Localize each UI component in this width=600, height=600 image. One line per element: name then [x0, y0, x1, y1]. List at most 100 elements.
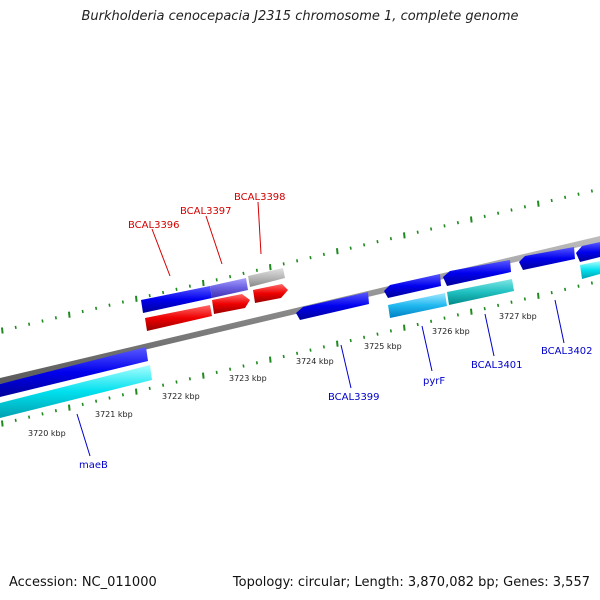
minor-tick — [282, 354, 285, 359]
minor-tick — [363, 335, 366, 339]
minor-tick — [108, 303, 111, 307]
minor-tick — [229, 274, 232, 279]
major-tick — [537, 200, 540, 207]
minor-tick — [550, 198, 553, 203]
gene-maeB[interactable] — [0, 365, 152, 418]
minor-tick — [497, 211, 500, 215]
cds-BCAL3396[interactable] — [141, 286, 212, 313]
label-pyrF: pyrF — [423, 376, 445, 387]
minor-tick — [162, 290, 165, 295]
minor-tick — [590, 281, 593, 285]
gene-pyrF[interactable] — [388, 293, 447, 318]
major-tick — [1, 420, 4, 427]
minor-tick — [229, 367, 232, 371]
minor-tick — [550, 290, 553, 295]
reverse-strand-features — [0, 242, 600, 418]
scale-label: 3724 kbp — [296, 357, 334, 366]
leader-BCAL3397 — [205, 215, 223, 265]
minor-tick — [175, 287, 178, 291]
outer-tick-marks — [1, 189, 593, 334]
major-tick — [269, 356, 272, 363]
minor-tick — [81, 309, 84, 314]
accession-text: Accession: NC_011000 — [9, 575, 157, 590]
cds-BCAL3397[interactable] — [210, 278, 248, 298]
minor-tick — [456, 313, 459, 317]
minor-tick — [456, 221, 459, 225]
minor-tick — [296, 259, 299, 263]
cds-BCAL3398[interactable] — [248, 268, 285, 287]
minor-tick — [590, 189, 593, 193]
minor-tick — [430, 319, 433, 323]
major-tick — [1, 327, 4, 334]
major-tick — [68, 311, 71, 318]
major-tick — [202, 372, 205, 379]
minor-tick — [41, 319, 44, 323]
minor-tick — [148, 293, 151, 298]
leader-BCAL3401 — [484, 313, 495, 357]
minor-tick — [121, 300, 124, 304]
minor-tick — [483, 306, 486, 311]
minor-tick — [510, 300, 513, 304]
gene-BCAL3401[interactable] — [447, 279, 514, 305]
cds-maeB[interactable] — [0, 347, 148, 397]
minor-tick — [108, 396, 111, 400]
leader-BCAL3399 — [340, 344, 352, 389]
cds-BCAL3401[interactable] — [443, 260, 511, 286]
genome-summary-text: Topology: circular; Length: 3,870,082 bp… — [232, 575, 590, 590]
gene-next-partial[interactable] — [580, 261, 600, 279]
minor-tick — [95, 306, 98, 310]
minor-tick — [95, 399, 98, 403]
cds-pyrF[interactable] — [384, 274, 441, 298]
major-tick — [269, 264, 272, 271]
label-BCAL3397: BCAL3397 — [180, 206, 232, 217]
minor-tick — [282, 262, 285, 266]
leader-BCAL3396 — [151, 228, 171, 277]
minor-tick — [523, 205, 526, 209]
leader-maeB — [76, 413, 91, 457]
minor-tick — [523, 297, 526, 301]
cds-BCAL3399[interactable] — [296, 292, 369, 320]
leader-pyrF — [421, 325, 433, 372]
gene-BCAL3396[interactable] — [145, 305, 212, 331]
minor-tick — [322, 345, 325, 349]
minor-tick — [322, 252, 325, 257]
leader-BCAL3402 — [554, 299, 565, 344]
minor-tick — [242, 271, 245, 276]
gene-BCAL3398[interactable] — [253, 284, 288, 303]
minor-tick — [416, 322, 419, 327]
scale-label: 3723 kbp — [229, 374, 267, 383]
minor-tick — [54, 409, 57, 413]
minor-tick — [14, 418, 17, 422]
minor-tick — [443, 224, 446, 228]
minor-tick — [389, 329, 392, 333]
major-tick — [336, 340, 339, 347]
major-tick — [135, 388, 138, 395]
minor-tick — [564, 195, 567, 199]
minor-tick — [81, 402, 84, 407]
major-tick — [135, 295, 138, 302]
minor-tick — [309, 255, 312, 260]
forward-strand-features — [141, 268, 288, 331]
minor-tick — [41, 412, 44, 416]
minor-tick — [376, 332, 379, 336]
minor-tick — [296, 351, 299, 355]
minor-tick — [255, 361, 258, 365]
minor-tick — [215, 278, 218, 282]
minor-tick — [389, 236, 392, 241]
minor-tick — [14, 325, 17, 330]
scale-label: 3720 kbp — [28, 429, 66, 438]
minor-tick — [175, 380, 178, 384]
minor-tick — [349, 338, 352, 343]
minor-tick — [121, 393, 124, 397]
cds-BCAL3402[interactable] — [519, 247, 575, 270]
minor-tick — [28, 415, 31, 419]
minor-tick — [363, 243, 366, 247]
label-BCAL3402: BCAL3402 — [541, 346, 593, 357]
scale-label: 3722 kbp — [162, 392, 200, 401]
cds-next-partial[interactable] — [576, 242, 600, 262]
major-tick — [470, 216, 473, 223]
gene-BCAL3397[interactable] — [212, 294, 250, 314]
label-maeB: maeB — [79, 460, 108, 471]
minor-tick — [416, 230, 419, 234]
